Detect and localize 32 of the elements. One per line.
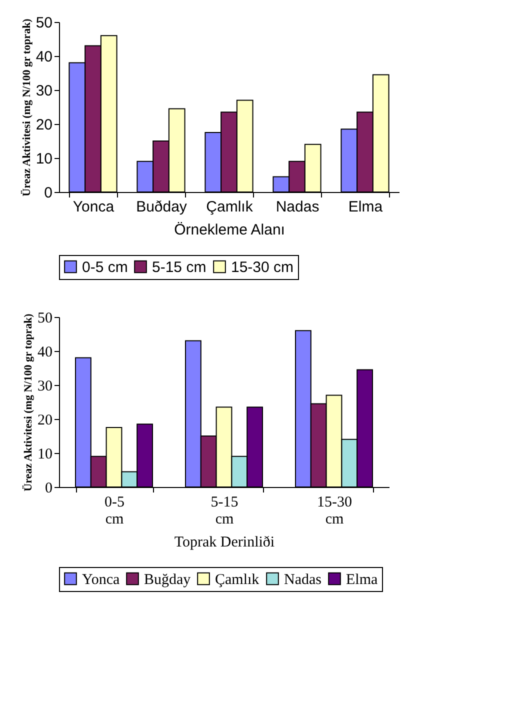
y-tick-label: 40 (36, 48, 52, 66)
y-tick-label: 10 (38, 446, 52, 462)
y-tick-label: 0 (45, 480, 52, 496)
y-tick-label: 40 (38, 344, 52, 360)
legend-label: Yonca (82, 572, 120, 588)
y-tick-label: 10 (36, 150, 52, 168)
legend-label: 5-15 cm (152, 258, 206, 276)
y-axis-title: Üreaz Aktivitesi (mg N/100 gr toprak) (22, 313, 34, 492)
legend-label: Nadas (284, 572, 322, 588)
y-tick-label: 50 (36, 14, 52, 32)
x-tick-label: 15-30 cm (317, 494, 352, 528)
legend-label: Elma (346, 572, 378, 588)
y-tick-label: 20 (36, 116, 52, 134)
x-tick-label: Nadas (276, 198, 320, 216)
y-axis-title: Üreaz Aktivitesi (mg N/100 gr toprak) (20, 18, 33, 196)
x-tick-label: Buðday (136, 198, 188, 216)
legend-label: Buğday (144, 572, 192, 588)
y-tick-label: 30 (36, 82, 52, 100)
y-tick-label: 20 (38, 412, 52, 428)
legend-label: Çamlık (215, 572, 260, 588)
x-axis-title: Toprak Derinliði (174, 534, 275, 550)
x-tick-label: Yonca (72, 198, 115, 216)
x-tick-label: Çamlık (206, 198, 254, 216)
y-tick-label: 0 (44, 184, 52, 202)
legend-label: 15-30 cm (231, 258, 294, 276)
x-tick-label: 5-15 cm (210, 494, 238, 528)
x-tick-label: 0-5 cm (104, 494, 124, 528)
y-tick-label: 30 (38, 378, 52, 394)
x-tick-label: Elma (348, 198, 384, 216)
legend-label: 0-5 cm (82, 258, 128, 276)
x-axis-title: Örnekleme Alanı (174, 222, 285, 238)
y-tick-label: 50 (38, 310, 52, 326)
